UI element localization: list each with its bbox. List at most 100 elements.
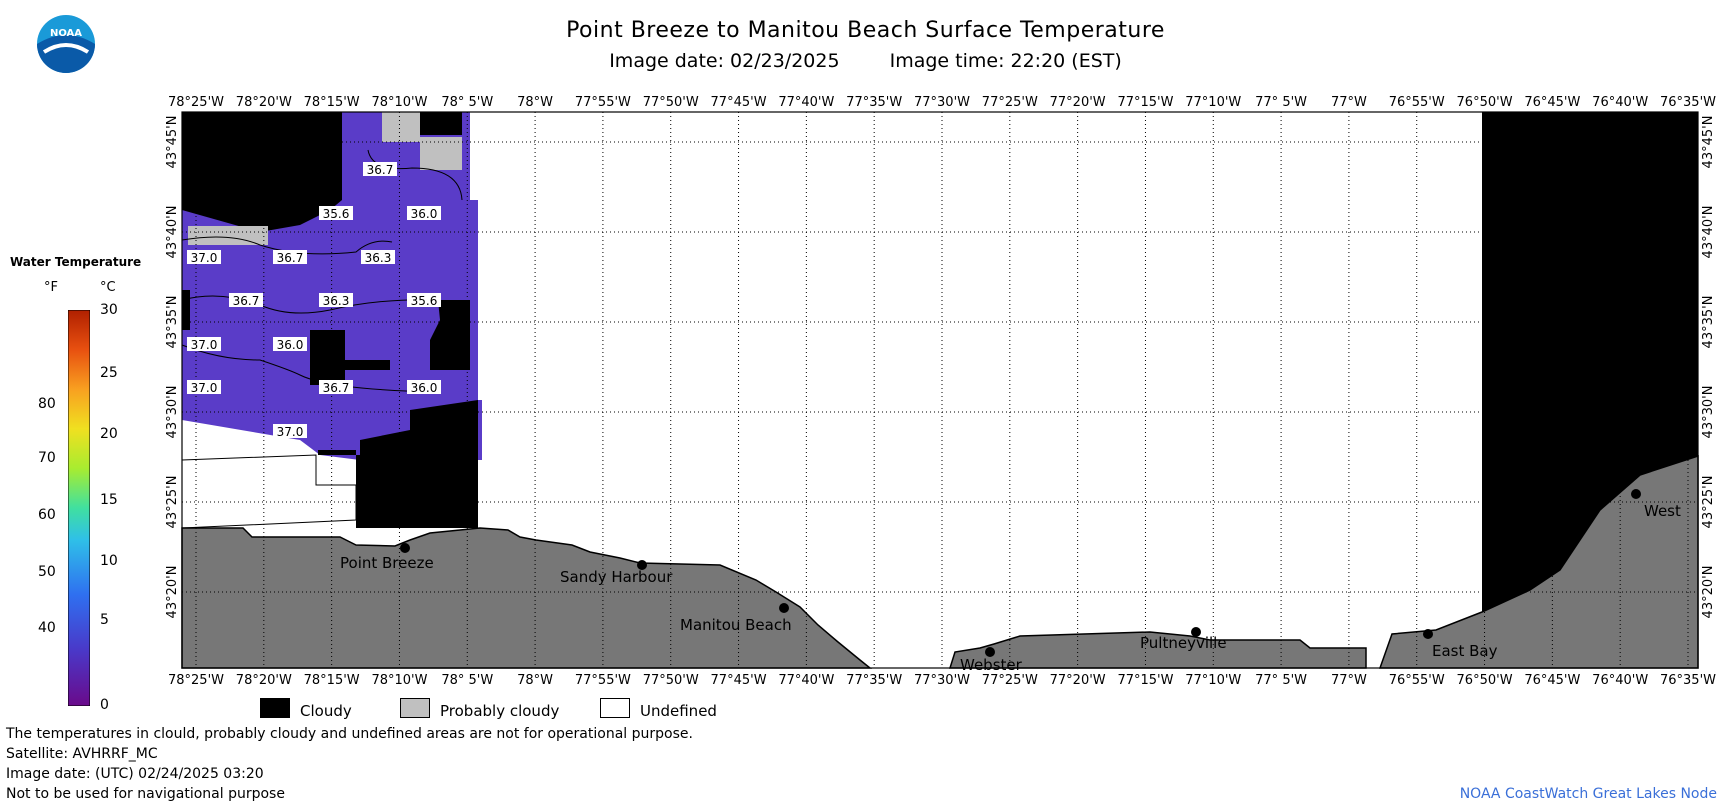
x-tick-bottom: 78° 5'W — [441, 673, 493, 688]
credit-link[interactable]: NOAA CoastWatch Great Lakes Node — [1459, 786, 1717, 802]
image-date-time: Image date: 02/23/2025 Image time: 22:20… — [0, 50, 1731, 72]
x-tick-bottom: 77°55'W — [575, 673, 631, 688]
isotherm-label: 35.6 — [323, 207, 350, 221]
isotherm-labels: 36.7 35.6 36.0 37.0 36.7 36.3 36.7 36.3 35.6 37.0… — [187, 162, 441, 439]
legend-c-tick: 10 — [100, 553, 118, 569]
y-tick-left: 43°45'N — [165, 116, 180, 169]
key-probably-cloudy-label: Probably cloudy — [440, 702, 560, 720]
x-tick-top: 76°40'W — [1592, 95, 1648, 110]
image-time: Image time: 22:20 (EST) — [889, 50, 1122, 72]
place-label: Sandy Harbour — [560, 568, 673, 586]
y-tick-left: 43°35'N — [165, 296, 180, 349]
x-tick-top: 77°40'W — [778, 95, 834, 110]
x-tick-top: 77°10'W — [1185, 95, 1241, 110]
x-tick-top: 76°50'W — [1457, 95, 1513, 110]
probably-cloudy-area — [188, 112, 462, 245]
x-tick-bottom: 77°15'W — [1117, 673, 1173, 688]
x-tick-top: 77°50'W — [643, 95, 699, 110]
x-tick-bottom: 77° 5'W — [1255, 673, 1307, 688]
x-tick-top: 77°25'W — [982, 95, 1038, 110]
isotherm-label: 37.0 — [191, 381, 218, 395]
x-tick-bottom: 77°25'W — [982, 673, 1038, 688]
map-grid — [182, 112, 1698, 668]
x-tick-bottom: 77°W — [1331, 673, 1367, 688]
place-marker — [637, 560, 647, 570]
x-tick-top: 77°W — [1331, 95, 1367, 110]
place-marker — [1423, 629, 1433, 639]
y-tick-right: 43°25'N — [1701, 476, 1716, 529]
isotherm-label: 36.3 — [323, 294, 350, 308]
legend-f-tick: 70 — [38, 450, 56, 466]
x-tick-top: 77°30'W — [914, 95, 970, 110]
x-tick-bottom: 77°20'W — [1050, 673, 1106, 688]
key-undefined-label: Undefined — [640, 702, 717, 720]
legend-f-tick: 40 — [38, 620, 56, 636]
place-label: Webster — [960, 656, 1023, 674]
legend-c-tick: 15 — [100, 492, 118, 508]
isotherm-label: 36.7 — [367, 163, 394, 177]
legend-c-tick: 25 — [100, 365, 118, 381]
y-tick-left: 43°30'N — [165, 386, 180, 439]
place-label: Manitou Beach — [680, 616, 792, 634]
x-tick-bottom: 78°10'W — [371, 673, 427, 688]
x-tick-bottom: 78°W — [517, 673, 553, 688]
x-tick-top: 77° 5'W — [1255, 95, 1307, 110]
key-cloudy-label: Cloudy — [300, 702, 352, 720]
isotherm-label: 36.0 — [277, 338, 304, 352]
place-label: Point Breeze — [340, 554, 434, 572]
x-tick-top: 76°55'W — [1389, 95, 1445, 110]
x-tick-top: 78°15'W — [304, 95, 360, 110]
x-tick-bottom: 76°55'W — [1389, 673, 1445, 688]
y-tick-left: 43°20'N — [165, 566, 180, 619]
y-tick-right: 43°20'N — [1701, 566, 1716, 619]
x-tick-top: 78°20'W — [236, 95, 292, 110]
x-tick-bottom: 78°25'W — [168, 673, 224, 688]
y-tick-right: 43°40'N — [1701, 206, 1716, 259]
x-tick-bottom: 77°10'W — [1185, 673, 1241, 688]
isotherm-label: 36.3 — [365, 251, 392, 265]
x-tick-bottom: 76°45'W — [1524, 673, 1580, 688]
legend-f-tick: 80 — [38, 396, 56, 412]
isotherm-lines — [181, 149, 463, 393]
x-tick-top: 77°35'W — [846, 95, 902, 110]
footer-utc-date: Image date: (UTC) 02/24/2025 03:20 — [6, 766, 264, 782]
x-tick-bottom: 76°40'W — [1592, 673, 1648, 688]
place-label: East Bay — [1432, 642, 1498, 660]
land-area — [181, 454, 1699, 669]
place-markers: Point Breeze Sandy Harbour Manitou Beach We… — [340, 489, 1681, 674]
image-date: Image date: 02/23/2025 — [609, 50, 840, 72]
y-tick-right: 43°45'N — [1701, 116, 1716, 169]
x-tick-top: 77°45'W — [711, 95, 767, 110]
legend-f-tick: 50 — [38, 564, 56, 580]
map-title: Point Breeze to Manitou Beach Surface Te… — [566, 18, 1165, 43]
place-label: West — [1644, 502, 1681, 520]
x-tick-bottom: 76°35'W — [1660, 673, 1716, 688]
isotherm-label: 36.7 — [323, 381, 350, 395]
x-tick-top: 78°10'W — [371, 95, 427, 110]
x-tick-bottom: 77°35'W — [846, 673, 902, 688]
x-tick-top: 77°15'W — [1117, 95, 1173, 110]
legend-f-tick: 60 — [38, 507, 56, 523]
x-tick-bottom: 78°20'W — [236, 673, 292, 688]
key-cloudy-swatch — [260, 698, 290, 718]
x-tick-bottom: 78°15'W — [304, 673, 360, 688]
key-probably-cloudy-swatch — [400, 698, 430, 718]
isotherm-label: 36.0 — [411, 207, 438, 221]
isotherm-label: 36.7 — [233, 294, 260, 308]
x-tick-top: 78° 5'W — [441, 95, 493, 110]
legend-colorbar — [68, 310, 90, 706]
y-tick-left: 43°40'N — [165, 206, 180, 259]
legend-c-tick: 5 — [100, 612, 109, 628]
x-tick-top: 76°45'W — [1524, 95, 1580, 110]
cloud-area — [182, 112, 1698, 612]
map-frame — [181, 111, 1699, 669]
y-tick-right: 43°30'N — [1701, 386, 1716, 439]
x-tick-top: 77°55'W — [575, 95, 631, 110]
isotherm-label: 37.0 — [191, 251, 218, 265]
legend-unit-c: °C — [100, 280, 116, 295]
x-tick-bottom: 76°50'W — [1457, 673, 1513, 688]
isotherm-label: 37.0 — [191, 338, 218, 352]
x-tick-bottom: 77°45'W — [711, 673, 767, 688]
logo-text: NOAA — [50, 28, 82, 39]
